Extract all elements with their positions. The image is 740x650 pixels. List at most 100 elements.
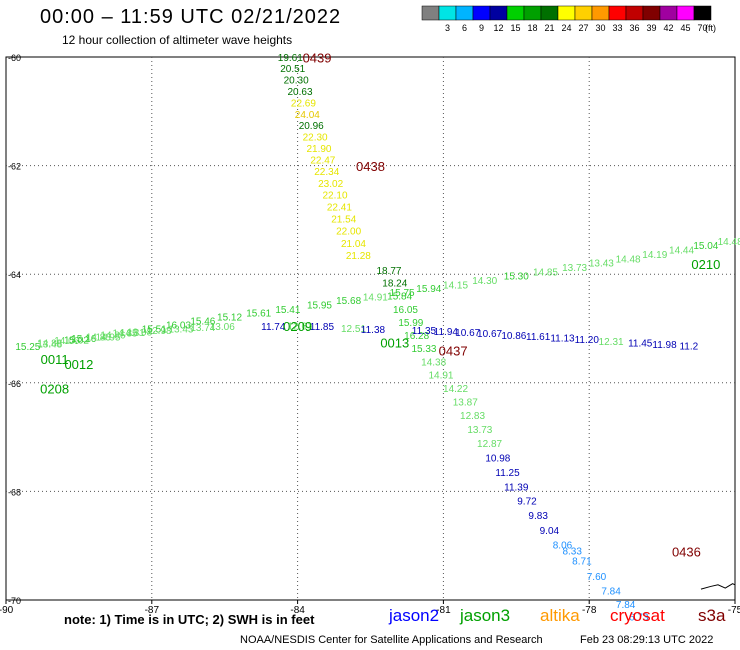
swh-value-label: 14.44 xyxy=(669,246,694,257)
swh-value-label: 10.67 xyxy=(455,328,480,339)
colorbar-label: 6 xyxy=(462,23,467,33)
swh-value-label: 11.85 xyxy=(310,322,335,333)
swh-value-label: 12.87 xyxy=(477,439,502,450)
swh-value-label: 15.04 xyxy=(693,241,718,252)
swh-value-label: 13.73 xyxy=(562,263,587,274)
swh-value-label: 20.96 xyxy=(299,121,324,132)
swh-value-label: 14.48 xyxy=(616,254,641,265)
swh-value-label: 13.43 xyxy=(168,324,193,335)
swh-value-label: 9.83 xyxy=(528,511,548,522)
pass-label: 0209 xyxy=(283,319,312,334)
swh-value-label: 14.15 xyxy=(443,280,468,291)
swh-value-label: 12.98 xyxy=(147,326,172,337)
colorbar-label: 39 xyxy=(646,23,656,33)
swh-value-label: 21.28 xyxy=(346,251,371,262)
swh-value-label: 10.67 xyxy=(477,329,502,340)
swh-value-label: 14.95 xyxy=(96,332,121,343)
swh-value-label: 16.05 xyxy=(393,305,418,316)
swh-value-label: 21.04 xyxy=(341,239,366,250)
colorbar-swatch xyxy=(455,5,474,21)
swh-value-label: 12.61 xyxy=(288,322,313,333)
colorbar-label: 3 xyxy=(445,23,450,33)
swh-value-label: 15.75 xyxy=(390,288,415,299)
swh-value-label: 18.24 xyxy=(382,279,407,290)
swh-value-label: 11.98 xyxy=(652,340,677,351)
colorbar-swatch xyxy=(438,5,457,21)
swh-value-label: 14.38 xyxy=(421,357,446,368)
swh-value-label: 15.25 xyxy=(15,342,40,353)
swh-value-label: 20.63 xyxy=(288,87,313,98)
y-tick-label: -62 xyxy=(8,162,21,172)
colorbar-swatch xyxy=(421,5,440,21)
swh-value-label: 13.06 xyxy=(210,322,235,333)
swh-value-label: 11.45 xyxy=(628,338,653,349)
swh-value-label: 21.90 xyxy=(306,144,331,155)
x-tick-label: -81 xyxy=(436,605,451,616)
swh-value-label: 12.51 xyxy=(341,324,366,335)
pass-label: 0208 xyxy=(40,382,69,397)
pass-label: 0436 xyxy=(672,545,701,560)
swh-value-label: 9.72 xyxy=(517,496,537,507)
swh-value-label: 15.51 xyxy=(142,324,167,335)
legend-jason2: jason2 xyxy=(389,606,440,625)
colorbar-swatch xyxy=(472,5,491,21)
swh-value-label: 14.81 xyxy=(120,328,145,339)
swh-value-label: 13.74 xyxy=(190,323,215,334)
swh-value-label: 11.74 xyxy=(261,322,286,333)
page-subtitle: 12 hour collection of altimeter wave hei… xyxy=(62,33,293,47)
pass-label: 0437 xyxy=(439,344,468,359)
colorbar-label: 21 xyxy=(544,23,554,33)
swh-value-label: 15.94 xyxy=(416,284,441,295)
y-tick-label: -70 xyxy=(8,596,21,606)
swh-value-label: 18.77 xyxy=(376,266,401,277)
swh-value-label: 15.33 xyxy=(411,344,436,355)
swh-value-label: 14.88 xyxy=(86,332,111,343)
swh-value-label: 19.61 xyxy=(278,53,303,64)
x-tick-label: -78 xyxy=(582,605,597,616)
legend-jason3: jason3 xyxy=(460,606,511,625)
swh-value-label: 14.48 xyxy=(718,237,740,248)
plot-frame xyxy=(5,56,736,601)
swh-value-label: 13.73 xyxy=(467,425,492,436)
swh-value-label: 11.94 xyxy=(434,327,459,338)
colorbar-swatch xyxy=(557,5,576,21)
legend-cryosat: cryosat xyxy=(610,606,665,625)
swh-value-label: 20.30 xyxy=(284,76,309,87)
page-title: 00:00 – 11:59 UTC 02/21/2022 xyxy=(40,6,342,28)
colorbar-unit: (ft) xyxy=(705,23,716,33)
colorbar-swatch xyxy=(574,5,593,21)
swh-value-label: 11.38 xyxy=(361,325,386,336)
colorbar-label: 24 xyxy=(561,23,571,33)
swh-value-label: 15.68 xyxy=(336,296,361,307)
swh-value-label: 14.85 xyxy=(113,329,138,340)
colorbar-swatch xyxy=(591,5,610,21)
swh-value-label: 22.69 xyxy=(291,98,316,109)
swh-value-label: 15.16 xyxy=(71,334,96,345)
swh-value-label: 23.02 xyxy=(318,179,343,190)
colorbar-label: 9 xyxy=(479,23,484,33)
swh-value-label: 22.10 xyxy=(323,191,348,202)
swh-value-label: 15.84 xyxy=(387,292,412,303)
footer-credit: NOAA/NESDIS Center for Satellite Applica… xyxy=(240,634,543,646)
coastline xyxy=(700,583,736,590)
swh-value-label: 13.87 xyxy=(453,398,478,409)
pass-label: 0210 xyxy=(691,257,720,272)
footer-timestamp: Feb 23 08:29:13 UTC 2022 xyxy=(580,634,714,646)
swh-value-label: 13.08 xyxy=(127,328,152,339)
swh-value-label: 22.30 xyxy=(303,133,328,144)
swh-value-label: 7.84 xyxy=(601,587,621,598)
swh-value-label: 15.61 xyxy=(246,309,271,320)
pass-label: 0011 xyxy=(41,352,69,367)
swh-value-label: 14.91 xyxy=(363,292,388,303)
swh-value-label: 12.83 xyxy=(460,411,485,422)
swh-value-label: 15.30 xyxy=(504,272,529,283)
colorbar-label: 45 xyxy=(680,23,690,33)
swh-value-label: 8.33 xyxy=(562,546,582,557)
swh-value-label: 15.46 xyxy=(190,317,215,328)
swh-value-label: 15.41 xyxy=(275,305,300,316)
colorbar-label: 36 xyxy=(629,23,639,33)
colorbar-swatch xyxy=(506,5,525,21)
swh-value-label: 11.25 xyxy=(495,468,520,479)
y-tick-label: -60 xyxy=(8,53,21,63)
swh-value-label: 14.91 xyxy=(428,370,453,381)
